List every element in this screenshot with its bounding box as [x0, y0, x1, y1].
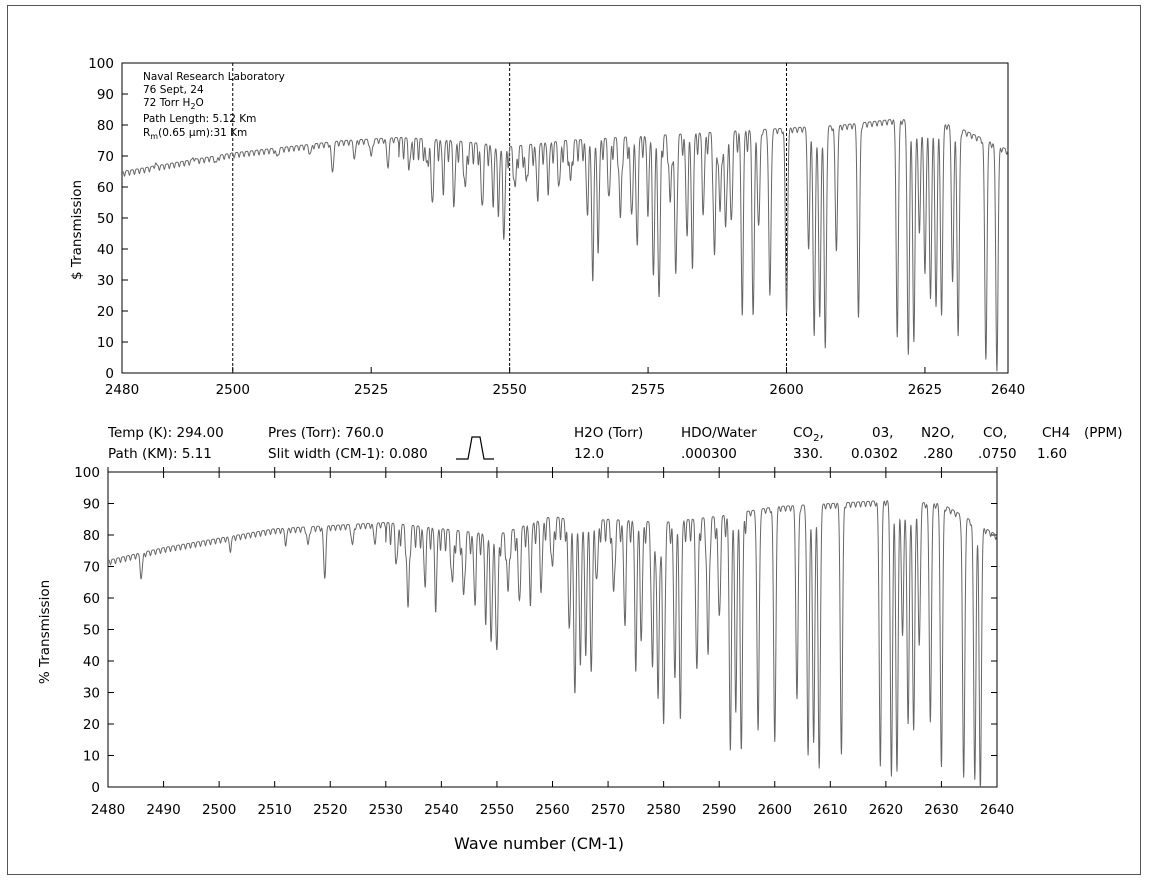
annotation-line-5: Rm(0.65 μm):31 Km: [143, 127, 247, 141]
bottom-x-tick-label: 2490: [146, 802, 180, 818]
bottom-y-tick-label: 10: [83, 749, 100, 765]
bottom-x-tick-label: 2480: [91, 802, 125, 818]
top-x-axis: 2480 2500 2525 2550 2575 2600 2625 2640: [105, 367, 1025, 398]
top-y-tick-label: 80: [97, 118, 114, 134]
annotation-rm-prefix: R: [143, 127, 150, 139]
top-x-tick-label: 2640: [991, 382, 1025, 398]
top-x-tick-label: 2600: [769, 382, 803, 398]
top-spectrum-line: [121, 119, 1009, 372]
bottom-x-tick-label: 2500: [202, 802, 236, 818]
bottom-x-tick-label: 2510: [258, 802, 292, 818]
param-slit: Slit width (CM-1): 0.080: [268, 446, 428, 462]
bottom-x-tick-label: 2620: [869, 802, 903, 818]
bottom-y-label: % Transmission: [37, 580, 53, 684]
param-h2o-header: H2O (Torr): [574, 425, 643, 441]
co2-sub: 2: [813, 433, 819, 444]
param-o3-header: 03,: [872, 425, 893, 441]
top-y-label: $ Transmission: [69, 180, 85, 280]
annotation-line-2: 76 Sept, 24: [143, 84, 204, 96]
annotation-line-4: Path Length: 5.12 Km: [143, 113, 256, 125]
top-y-tick-label: 90: [97, 87, 114, 103]
annotation-rm-sub: m: [150, 132, 158, 141]
param-o3-value: 0.0302: [851, 446, 898, 462]
top-y-tick-label: 0: [105, 366, 114, 382]
bottom-x-tick-label: 2630: [924, 802, 958, 818]
bottom-y-tick-label: 60: [83, 591, 100, 607]
annotation-h2o-suffix: O: [196, 97, 204, 109]
bottom-x-tick-label: 2600: [758, 802, 792, 818]
annotation-line-1: Naval Research Laboratory: [143, 71, 285, 83]
co2-suffix: ,: [819, 425, 823, 441]
param-co2-header: CO2,: [793, 425, 824, 444]
annotation-line-3: 72 Torr H2O: [143, 97, 204, 111]
bottom-y-axis: 0 10 20 30 40 50 60 70 80 90 100: [74, 465, 997, 796]
bottom-x-tick-label: 2520: [313, 802, 347, 818]
figure-frame: [7, 5, 1141, 875]
annotation-h2o-sub: 2: [190, 102, 195, 111]
top-y-tick-label: 10: [97, 335, 114, 351]
param-ch4-value: 1.60: [1037, 446, 1067, 462]
annotation-rm-suffix: (0.65 μm):31 Km: [158, 127, 247, 139]
bottom-y-tick-label: 70: [83, 560, 100, 576]
top-annotation: Naval Research Laboratory 76 Sept, 24 72…: [143, 71, 285, 141]
bottom-y-tick-label: 90: [83, 497, 100, 513]
param-hdo-header: HDO/Water: [681, 425, 757, 441]
top-y-tick-label: 100: [88, 56, 114, 72]
param-pres: Pres (Torr): 760.0: [268, 425, 384, 441]
slit-function-icon: [456, 436, 494, 460]
bottom-y-tick-label: 80: [83, 528, 100, 544]
top-x-tick-label: 2550: [492, 382, 526, 398]
bottom-x-axis: 2480 2490 2500 2510 2520 2530 2540 2550 2560 2570…: [91, 467, 1014, 818]
bottom-y-tick-label: 100: [74, 465, 100, 481]
top-y-tick-label: 40: [97, 242, 114, 258]
param-h2o-value: 12.0: [574, 446, 604, 462]
param-hdo-value: .000300: [681, 446, 737, 462]
top-y-tick-label: 30: [97, 273, 114, 289]
bottom-y-tick-label: 40: [83, 654, 100, 670]
bottom-x-tick-label: 2610: [813, 802, 847, 818]
bottom-y-tick-label: 0: [91, 780, 100, 796]
top-x-tick-label: 2525: [354, 382, 388, 398]
bottom-x-tick-label: 2550: [480, 802, 514, 818]
param-ch4-header: CH4: [1042, 425, 1070, 441]
param-co-header: CO,: [983, 425, 1007, 441]
top-y-axis: 0 10 20 30 40 50 60 70 80 90 100: [88, 56, 128, 382]
top-x-tick-label: 2500: [216, 382, 250, 398]
bottom-x-tick-label: 2590: [702, 802, 736, 818]
bottom-y-tick-label: 20: [83, 717, 100, 733]
bottom-x-tick-label: 2640: [980, 802, 1014, 818]
param-co-value: .0750: [978, 446, 1017, 462]
bottom-x-tick-label: 2540: [424, 802, 458, 818]
top-y-tick-label: 20: [97, 304, 114, 320]
top-x-tick-label: 2625: [908, 382, 942, 398]
bottom-y-tick-label: 50: [83, 623, 100, 639]
param-co2-value: 330.: [793, 446, 823, 462]
top-plot-frame: [121, 62, 1009, 374]
param-ppm-header: (PPM): [1084, 425, 1122, 441]
param-temp: Temp (K): 294.00: [107, 425, 224, 441]
top-y-tick-label: 60: [97, 180, 114, 196]
top-y-tick-label: 70: [97, 149, 114, 165]
bottom-x-tick-label: 2530: [369, 802, 403, 818]
bottom-spectrum-line: [107, 500, 998, 788]
bottom-x-tick-label: 2560: [535, 802, 569, 818]
bottom-plot-frame: [107, 471, 998, 788]
bottom-y-tick-label: 30: [83, 686, 100, 702]
parameter-table: Temp (K): 294.00 Path (KM): 5.11 Pres (T…: [107, 425, 1122, 462]
bottom-x-tick-label: 2570: [591, 802, 625, 818]
param-n2o-value: .280: [923, 446, 953, 462]
annotation-h2o-prefix: 72 Torr H: [143, 97, 190, 109]
top-y-tick-label: 50: [97, 211, 114, 227]
param-n2o-header: N2O,: [921, 425, 955, 441]
co2-base: CO: [793, 425, 813, 441]
top-dashed-lines: [232, 63, 787, 373]
bottom-x-label: Wave number (CM-1): [454, 834, 624, 853]
top-x-tick-label: 2575: [631, 382, 665, 398]
bottom-x-tick-label: 2580: [646, 802, 680, 818]
param-path: Path (KM): 5.11: [108, 446, 212, 462]
top-x-tick-label: 2480: [105, 382, 139, 398]
